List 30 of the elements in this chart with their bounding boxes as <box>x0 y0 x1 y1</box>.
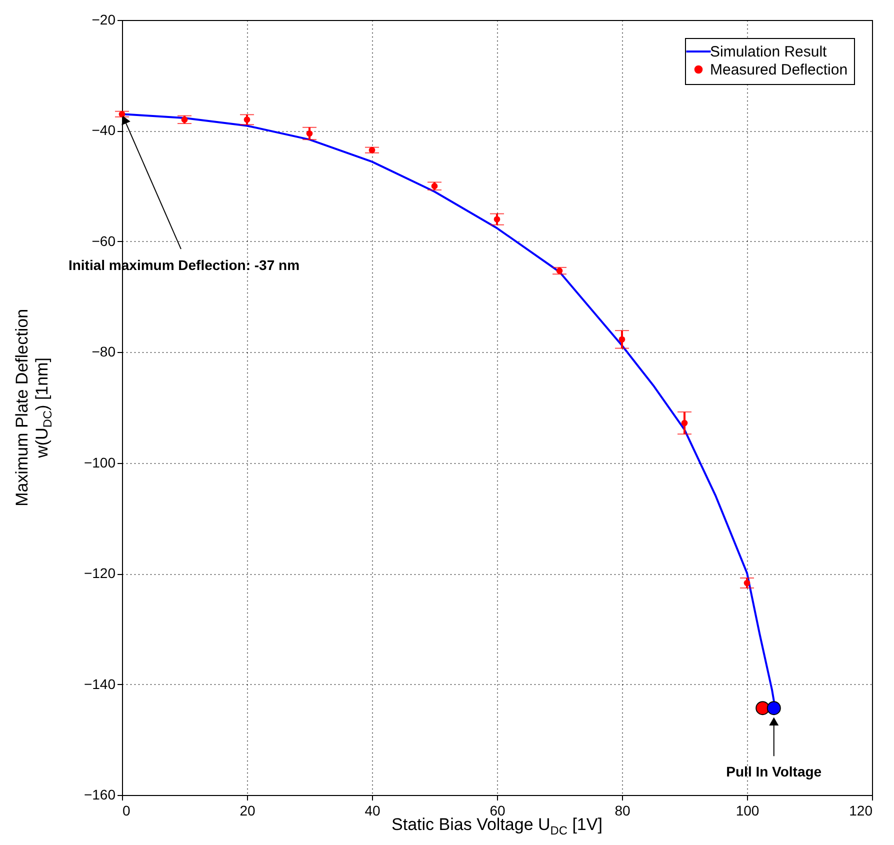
legend-label: Simulation Result <box>710 44 828 60</box>
point <box>368 146 376 154</box>
point <box>756 701 770 716</box>
x-tick-label: 80 <box>614 802 630 818</box>
y-tick-label: −120 <box>84 565 116 582</box>
point <box>244 116 250 123</box>
y-tick-label: −100 <box>84 454 116 470</box>
point <box>431 182 438 190</box>
y-tick-label: −160 <box>84 786 116 802</box>
x-tick-label: 40 <box>364 802 380 818</box>
legend-label: Measured Deflection <box>710 62 848 78</box>
point <box>556 268 563 274</box>
point <box>494 216 500 222</box>
point <box>766 701 781 716</box>
point <box>118 110 126 118</box>
y-tick-label: −140 <box>84 676 116 692</box>
point <box>306 130 313 137</box>
x-tick-label: 100 <box>736 802 760 818</box>
x-tick-label: 120 <box>849 802 873 818</box>
y-tick-label: −80 <box>92 344 116 360</box>
point <box>744 580 750 586</box>
y-tick-label: −60 <box>92 232 116 249</box>
y-tick-label: −40 <box>92 122 116 138</box>
x-tick-label: 20 <box>240 802 256 818</box>
point <box>618 336 626 343</box>
y-tick-label: −20 <box>92 12 116 28</box>
x-tick-label: 0 <box>122 802 130 818</box>
point <box>681 420 688 426</box>
point <box>181 116 188 123</box>
annotation: Pull In Voltage <box>726 763 822 780</box>
